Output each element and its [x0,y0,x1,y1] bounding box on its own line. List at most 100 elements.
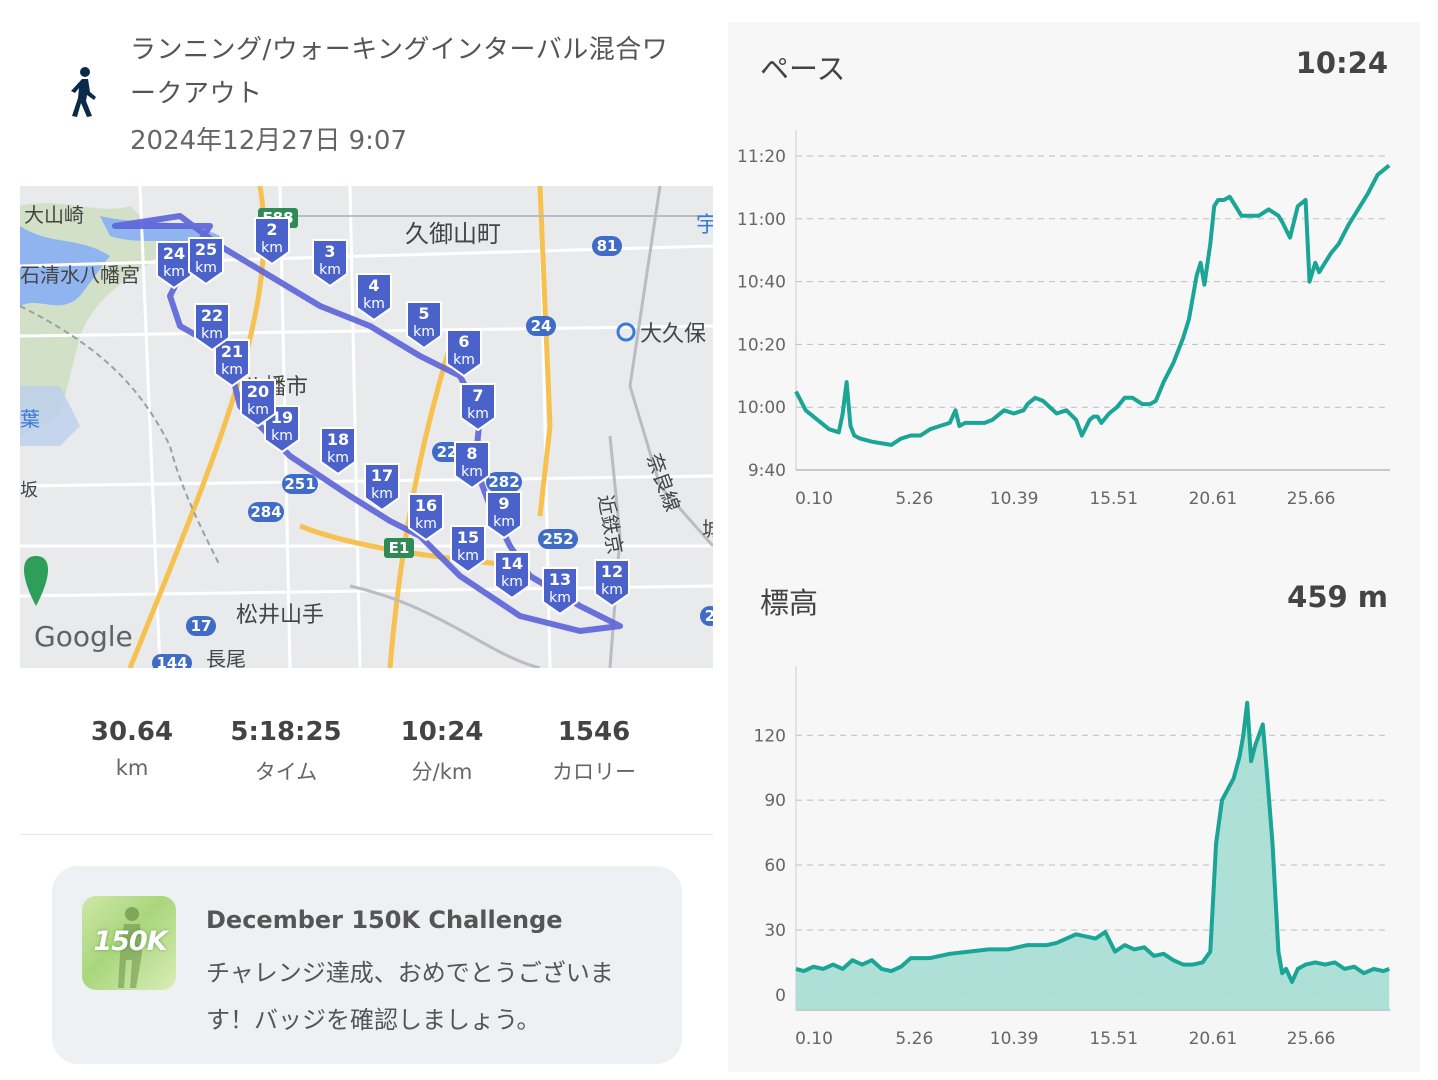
place-label: 久御山町 [405,220,501,248]
km-pin-number: 24 [163,244,185,263]
workout-date: 2024年12月27日 9:07 [130,126,407,156]
place-label: 大久保 [640,322,706,347]
road-badge: 24 [531,317,552,335]
km-pin-unit: km [601,582,623,598]
km-pin-unit: km [413,324,435,340]
km-pin-unit: km [221,362,243,378]
road-badge: 284 [250,503,281,521]
stat-calories: 1546 カロリー [514,712,674,786]
y-tick-label: 10:20 [737,335,786,355]
stat-value: 1546 [557,717,631,747]
route-map[interactable]: 久御山町 大山崎 石清水八幡宮 八幡市 松井山手 長尾 大久保 奈良線 近鉄京 … [20,186,713,668]
stat-value: 30.64 [90,717,174,747]
challenge-title: December 150K Challenge [206,906,563,934]
km-pin-unit: km [453,352,475,368]
divider [20,834,713,835]
km-pin-unit: km [195,260,217,276]
km-pin-number: 6 [458,332,469,351]
km-pin-unit: km [319,262,341,278]
pace-chart[interactable]: 9:40 10:00 10:20 10:40 11:00 11:20 0.10 5.26 10… [728,122,1420,522]
elevation-series-area [796,702,1390,1010]
y-tick-label: 60 [764,856,786,876]
stat-distance: 30.64 km [52,712,212,780]
road-badge: 2 [705,607,713,625]
km-pin-number: 5 [418,304,429,323]
elevation-value: 459 m [1287,580,1388,614]
stat-pace: 10:24 分/km [362,712,522,786]
runner-figure-icon [118,907,142,988]
pace-value: 10:24 [1295,46,1388,80]
y-tick-label: 9:40 [748,461,786,481]
y-tick-label: 10:00 [737,398,786,418]
elevation-title: 標高 [760,586,819,620]
place-label: 松井山手 [236,603,324,628]
x-tick-label: 0.10 [795,1029,833,1049]
park-marker-icon [24,556,48,606]
km-pin-unit: km [501,574,523,590]
km-pin-number: 14 [501,554,523,573]
km-pin-number: 12 [601,562,623,581]
road-badge: 17 [191,617,212,635]
stat-unit: カロリー [552,760,636,784]
y-tick-label: 11:00 [737,210,786,230]
x-tick-label: 20.61 [1189,1029,1238,1049]
km-pin-number: 7 [472,386,483,405]
km-pin-number: 19 [271,408,293,427]
km-pin-number: 16 [415,496,437,515]
km-pin: 4km [356,273,392,322]
challenge-message: チャレンジ達成、おめでとうございます！バッジを確認しましょう。 [206,959,614,1034]
km-pin: 7km [460,383,496,432]
challenge-card[interactable]: 150K December 150K Challenge チャレンジ達成、おめで… [52,866,682,1064]
km-pin: 3km [312,239,348,288]
x-tick-label: 25.66 [1287,489,1336,509]
km-pin-unit: km [461,464,483,480]
km-pin-number: 8 [466,444,477,463]
workout-header: ランニング/ウォーキングインターバル混合ワークアウト 2024年12月27日 9… [0,0,720,180]
km-pin: 8km [454,441,490,490]
elevation-chart[interactable]: 0 30 60 90 120 0.10 5.26 10.39 15.51 20.61 25.66 [728,658,1420,1058]
km-pin-number: 17 [371,466,393,485]
stat-unit: タイム [254,760,318,784]
x-tick-label: 10.39 [990,489,1039,509]
y-tick-label: 11:20 [737,147,786,167]
y-tick-label: 30 [764,921,786,941]
road-badge: 81 [597,237,618,255]
km-pin-number: 4 [368,276,379,295]
x-tick-label: 25.66 [1287,1029,1336,1049]
km-pin-number: 15 [457,528,479,547]
km-pin-unit: km [163,264,185,280]
km-pin-unit: km [415,516,437,532]
stat-unit: km [115,756,149,780]
pace-title: ペース [760,52,846,86]
km-pin: 6km [446,329,482,378]
place-label: 石清水八幡宮 [20,263,140,287]
km-pin-unit: km [457,548,479,564]
workout-title: ランニング/ウォーキングインターバル混合ワークアウト [130,35,669,109]
x-tick-label: 0.10 [795,489,833,509]
km-pin: 9km [486,491,522,540]
km-pin-number: 20 [247,382,269,401]
km-pin-number: 22 [201,306,223,325]
km-pin-unit: km [467,406,489,422]
place-label: 長尾 [206,647,246,668]
km-pin-number: 2 [266,220,277,239]
x-tick-label: 10.39 [990,1029,1039,1049]
x-tick-label: 5.26 [895,489,933,509]
stat-time: 5:18:25 タイム [206,712,366,786]
google-logo: Google [34,620,133,653]
challenge-badge-icon: 150K [82,896,176,990]
y-tick-label: 10:40 [737,273,786,293]
elevation-series-line [795,700,1390,984]
road-badge: E1 [389,539,410,557]
km-pin-unit: km [201,326,223,342]
place-label: 葉 [20,407,40,431]
